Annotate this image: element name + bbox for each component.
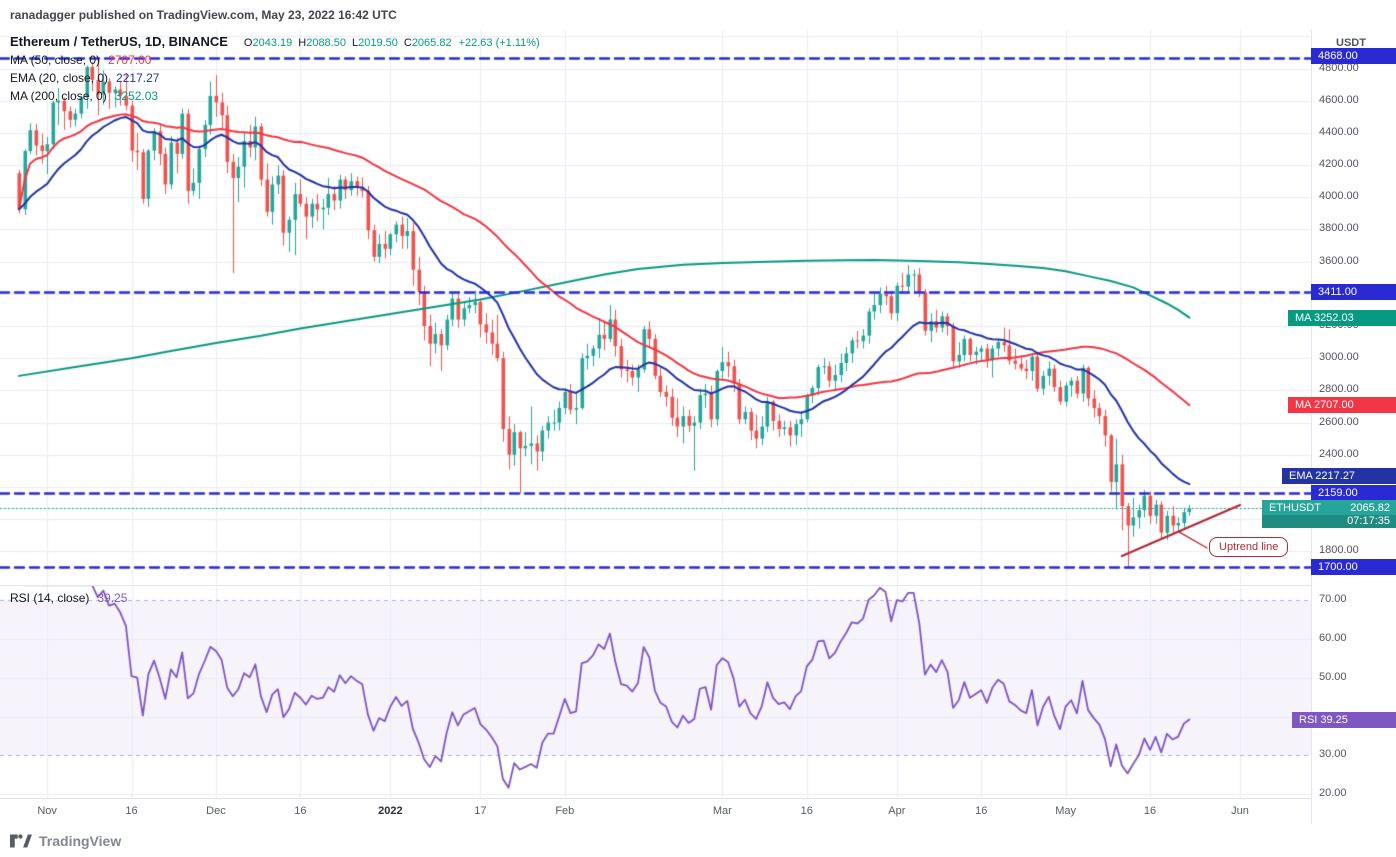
time-axis-tick[interactable]: 16 (975, 805, 988, 817)
attribution-bar: ranadagger published on TradingView.com,… (0, 0, 1396, 30)
ohlc-value: 2043.19 (252, 37, 293, 49)
ohlc-value: 2019.50 (358, 37, 398, 49)
axis-price-label[interactable]: 4800.00 (1319, 61, 1359, 74)
indicator-value: 2217.27 (116, 71, 160, 85)
last-price-pill: ETHUSDT 2065.82 07:17:35 (1262, 500, 1396, 529)
axis-price-label[interactable]: 60.00 (1319, 632, 1347, 645)
axis-price-label[interactable]: 2400.00 (1319, 447, 1359, 460)
rsi-pane-canvas[interactable] (0, 585, 1311, 798)
axis-price-label[interactable]: 2600.00 (1319, 415, 1359, 428)
time-axis-tick[interactable]: May (1055, 805, 1076, 817)
axis-price-label[interactable]: 3600.00 (1319, 254, 1359, 267)
axis-price-label[interactable]: 70.00 (1319, 593, 1347, 606)
ohlc-key: C (403, 37, 412, 49)
axis-level-pill: MA 2707.00 (1288, 397, 1396, 414)
ohlc-value: 2065.82 (411, 37, 452, 49)
ohlc-values: O2043.19 H2088.50 L2019.50 C2065.82 (238, 34, 452, 49)
time-axis-tick[interactable]: Nov (37, 805, 57, 817)
axis-price-label[interactable]: 1800.00 (1319, 544, 1359, 557)
axis-price-label[interactable]: 4400.00 (1319, 125, 1359, 138)
ohlc-value: 2088.50 (306, 37, 346, 49)
rsi-legend-value: 39.25 (97, 591, 128, 605)
indicator-legend-row[interactable]: MA (200, close, 0) 3252.03 (10, 89, 540, 103)
axis-level-pill: MA 3252.03 (1288, 309, 1396, 326)
axis-currency-label: USDT (1336, 37, 1366, 49)
axis-level-pill: 1700.00 (1311, 559, 1396, 576)
bar-countdown: 07:17:35 (1262, 515, 1396, 529)
uptrend-line-callout[interactable]: Uptrend line (1209, 537, 1289, 557)
symbol-legend-row[interactable]: Ethereum / TetherUS, 1D, BINANCE O2043.19… (10, 34, 540, 49)
time-axis-tick[interactable]: Jun (1231, 805, 1249, 817)
time-axis-tick[interactable]: Feb (555, 805, 575, 817)
indicator-legend: MA (50, close, 0) 2707.00 EMA (20, close, … (10, 53, 540, 103)
axis-price-label[interactable]: 3800.00 (1319, 222, 1359, 235)
axis-level-pill: 4868.00 (1311, 47, 1396, 64)
price-pane-canvas[interactable] (0, 30, 1311, 585)
time-axis-tick[interactable]: 17 (474, 805, 487, 817)
indicator-label: MA (200, close, 0) (10, 89, 107, 103)
symbol-title[interactable]: Ethereum / TetherUS, 1D, BINANCE (10, 34, 228, 49)
axis-price-label[interactable]: 2800.00 (1319, 383, 1359, 396)
axis-price-label[interactable]: 4200.00 (1319, 158, 1359, 171)
last-price-value: 2065.82 (1350, 502, 1390, 515)
axis-level-pill: RSI 39.25 (1292, 711, 1396, 728)
legend-rsi[interactable]: RSI (14, close) 39.25 (10, 591, 127, 605)
attribution-text: ranadagger published on TradingView.com,… (10, 8, 397, 22)
time-axis-tick[interactable]: Apr (888, 805, 906, 817)
indicator-label: MA (50, close, 0) (10, 53, 101, 67)
axis-price-label[interactable]: 4600.00 (1319, 93, 1359, 106)
axis-price-label[interactable]: 3000.00 (1319, 351, 1359, 364)
axis-level-pill: 2159.00 (1311, 485, 1396, 502)
axis-price-label[interactable]: 20.00 (1319, 787, 1347, 800)
axis-price-label[interactable]: 4000.00 (1319, 190, 1359, 203)
footer-bar: TradingView (0, 824, 1396, 857)
axis-level-pill: EMA 2217.27 (1282, 468, 1396, 485)
time-axis-tick[interactable]: 16 (294, 805, 307, 817)
axis-level-pill: 3411.00 (1311, 284, 1396, 301)
time-axis-tick[interactable]: Mar (712, 805, 732, 817)
ohlc-key: L (351, 37, 359, 49)
indicator-value: 2707.00 (108, 53, 152, 67)
time-axis-tick[interactable]: 16 (800, 805, 813, 817)
axis-price-label[interactable]: 50.00 (1319, 670, 1347, 683)
indicator-legend-row[interactable]: EMA (20, close, 0) 2217.27 (10, 71, 540, 85)
time-axis-tick[interactable]: 16 (125, 805, 138, 817)
change-value: +22.63 (+1.11%) (458, 37, 540, 49)
last-price-symbol: ETHUSDT (1269, 502, 1321, 515)
tradingview-wordmark[interactable]: TradingView (39, 832, 122, 849)
time-axis-tick[interactable]: Dec (206, 805, 226, 817)
ohlc-key: H (298, 37, 307, 49)
tradingview-logo-icon[interactable] (10, 833, 32, 849)
pane-divider[interactable] (0, 585, 1311, 586)
time-axis[interactable]: Nov 16 Dec 16 2022 17 Feb Mar 16 Apr 16 May 16 Jun (0, 798, 1311, 825)
time-axis-tick[interactable]: 16 (1143, 805, 1157, 817)
indicator-label: EMA (20, close, 0) (10, 71, 109, 85)
ohlc-key: O (243, 37, 253, 49)
indicator-value: 3252.03 (114, 89, 159, 103)
price-axis-divider (1311, 30, 1312, 824)
time-axis-tick[interactable]: 2022 (378, 805, 403, 817)
rsi-legend-label: RSI (14, close) (10, 591, 90, 605)
indicator-legend-row[interactable]: MA (50, close, 0) 2707.00 (10, 53, 540, 67)
legend-main[interactable]: Ethereum / TetherUS, 1D, BINANCE O2043.19… (10, 34, 540, 103)
axis-price-label[interactable]: 30.00 (1319, 748, 1347, 761)
